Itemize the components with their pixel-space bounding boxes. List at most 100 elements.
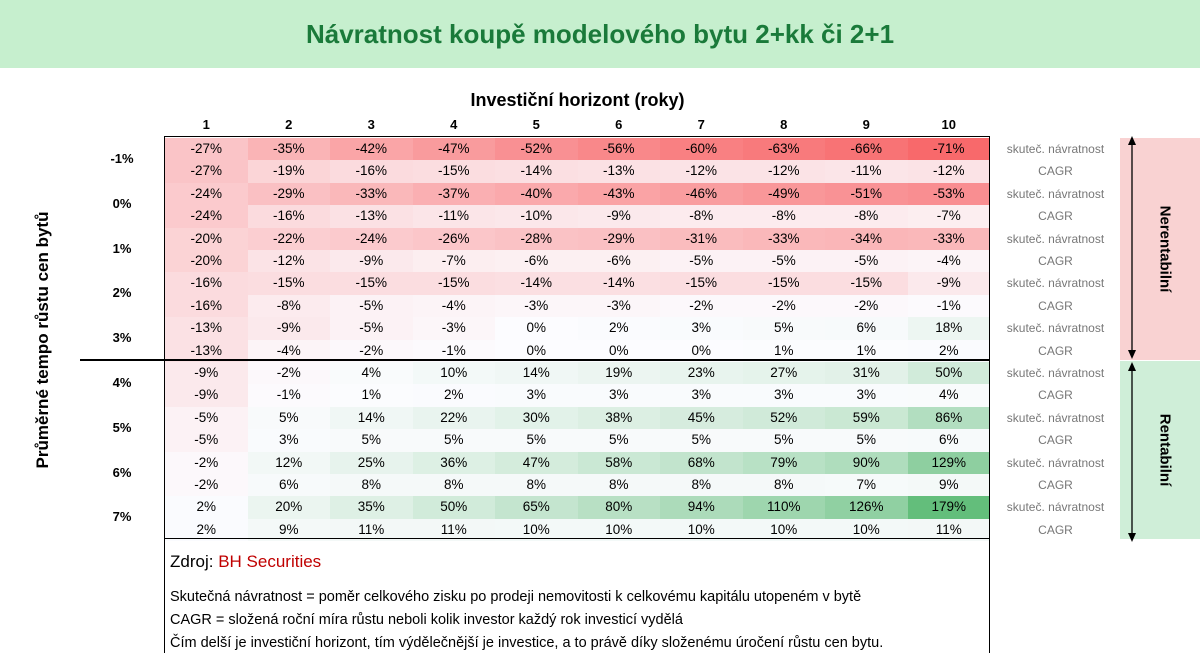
metric-label-return: skuteč. návratnost <box>1006 276 1105 291</box>
cagr-cell: 5% <box>577 429 660 452</box>
column-header-8: 8 <box>780 117 788 132</box>
return-cell: -22% <box>247 227 330 250</box>
cagr-cell: -5% <box>742 250 825 273</box>
return-cell: -20% <box>165 227 248 250</box>
cagr-cell: -6% <box>577 250 660 273</box>
metric-label-cagr: CAGR <box>1038 209 1073 224</box>
return-cell: -15% <box>330 272 413 295</box>
cagr-cell: 9% <box>247 518 330 542</box>
cagr-cell: 4% <box>907 384 990 407</box>
cagr-cell: 8% <box>330 474 413 497</box>
return-cell: -42% <box>330 138 413 161</box>
row-label: 3% <box>112 330 132 346</box>
cagr-cell: 2% <box>907 339 990 362</box>
return-cell: -34% <box>825 227 908 250</box>
return-cell: 129% <box>907 451 990 474</box>
return-cell: 23% <box>660 362 743 385</box>
return-cell: -13% <box>165 317 248 340</box>
row-label: 7% <box>112 509 132 525</box>
return-cell: -24% <box>165 182 248 206</box>
cagr-cell: 11% <box>412 518 495 542</box>
return-cell: 25% <box>330 451 413 474</box>
cagr-cell: -8% <box>742 205 825 228</box>
return-cell: -33% <box>330 182 413 206</box>
cagr-cell: -5% <box>330 294 413 318</box>
cagr-cell: 8% <box>412 474 495 497</box>
return-cell: 4% <box>330 362 413 385</box>
note-cagr: CAGR = složená roční míra růstu neboli k… <box>170 612 683 628</box>
return-cell: 30% <box>495 406 578 430</box>
return-cell: 31% <box>825 362 908 385</box>
unprofitable-band-label: Nerentabilní <box>1156 205 1174 293</box>
cagr-cell: -27% <box>165 160 248 183</box>
row-label: -1% <box>110 151 134 166</box>
return-cell: -5% <box>330 317 413 340</box>
cagr-cell: 1% <box>742 339 825 362</box>
return-cell: -51% <box>825 182 908 206</box>
cagr-cell: 10% <box>495 518 578 542</box>
return-cell: 86% <box>907 406 990 430</box>
cagr-cell: -1% <box>907 294 990 318</box>
cagr-cell: 5% <box>742 429 825 452</box>
page-title: Návratnost koupě modelového bytu 2+kk či… <box>305 18 895 49</box>
note-real-return: Skutečná návratnost = poměr celkového zi… <box>170 589 862 605</box>
cagr-cell: -16% <box>247 205 330 228</box>
return-cell: -63% <box>742 138 825 161</box>
column-header-6: 6 <box>615 117 623 132</box>
band-arrows <box>1128 136 1136 542</box>
cagr-cell: -12% <box>660 160 743 183</box>
cagr-cell: -4% <box>412 294 495 318</box>
cagr-cell: -15% <box>412 160 495 183</box>
cagr-cell: -11% <box>412 205 495 228</box>
return-cell: -2% <box>165 451 248 474</box>
cagr-cell: -16% <box>165 294 248 318</box>
return-cell: -66% <box>825 138 908 161</box>
cagr-cell: 6% <box>247 474 330 497</box>
column-header-1: 1 <box>202 117 210 132</box>
return-cell: -15% <box>742 272 825 295</box>
cagr-cell: -5% <box>165 429 248 452</box>
return-cell: 90% <box>825 451 908 474</box>
return-cell: 0% <box>495 317 578 340</box>
metric-label-return: skuteč. návratnost <box>1006 410 1105 425</box>
return-cell: 36% <box>412 451 495 474</box>
return-cell: 35% <box>330 496 413 519</box>
return-cell: -71% <box>907 138 990 161</box>
return-cell: 6% <box>825 317 908 340</box>
return-cell: -9% <box>907 272 990 295</box>
row-label: 6% <box>112 464 132 480</box>
return-cell: -26% <box>412 227 495 250</box>
cagr-cell: -12% <box>742 160 825 183</box>
column-header-9: 9 <box>862 117 870 132</box>
return-cell: 179% <box>907 496 990 519</box>
cagr-cell: -4% <box>907 250 990 273</box>
source-line: Zdroj: BH Securities <box>170 552 321 572</box>
cagr-cell: -2% <box>165 474 248 497</box>
cagr-cell: -1% <box>247 384 330 407</box>
cagr-cell: -19% <box>247 160 330 183</box>
return-cell: -14% <box>577 272 660 295</box>
metric-label-cagr: CAGR <box>1038 298 1073 313</box>
cagr-cell: -3% <box>495 294 578 318</box>
return-cell: -15% <box>660 272 743 295</box>
return-cell: -16% <box>165 272 248 295</box>
cagr-cell: -5% <box>660 250 743 273</box>
return-cell: 27% <box>742 362 825 385</box>
return-cell: -28% <box>495 227 578 250</box>
return-cell: 126% <box>825 496 908 519</box>
cagr-cell: -2% <box>825 294 908 318</box>
return-cell: 52% <box>742 406 825 430</box>
column-header-7: 7 <box>697 117 705 132</box>
return-cell: -9% <box>247 317 330 340</box>
cagr-cell: -24% <box>165 205 248 228</box>
cagr-cell: 10% <box>742 518 825 542</box>
return-cell: 58% <box>577 451 660 474</box>
cagr-cell: 0% <box>577 339 660 362</box>
return-cell: 18% <box>907 317 990 340</box>
cagr-cell: -10% <box>495 205 578 228</box>
cagr-cell: -2% <box>330 339 413 362</box>
unprofitable-band <box>1120 138 1200 360</box>
y-axis-label: Průměrné tempo růstu cen bytů <box>33 211 52 469</box>
arrow-up-down-profitable <box>1128 362 1136 542</box>
return-cell: 80% <box>577 496 660 519</box>
